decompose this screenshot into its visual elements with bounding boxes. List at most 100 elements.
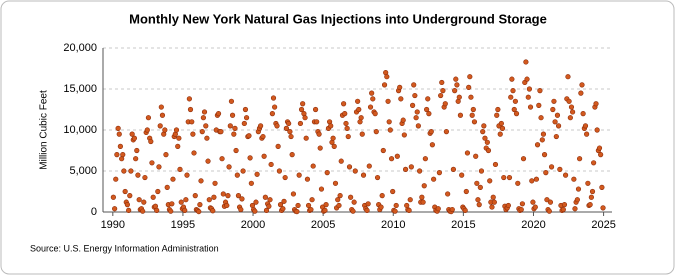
data-point <box>510 88 516 94</box>
data-point <box>474 180 480 186</box>
data-point <box>242 106 249 113</box>
data-point <box>336 202 342 209</box>
data-point <box>513 110 520 117</box>
data-point <box>415 123 421 129</box>
data-point <box>186 96 192 102</box>
data-point <box>475 197 481 203</box>
x-tick-label: 2025 <box>591 219 615 231</box>
data-point <box>197 202 203 208</box>
data-point <box>142 174 148 181</box>
data-point <box>258 123 264 129</box>
data-point <box>490 194 496 200</box>
data-point <box>314 119 320 125</box>
data-point <box>169 201 175 207</box>
data-point <box>350 208 356 214</box>
data-point <box>560 206 566 213</box>
data-point <box>425 96 431 102</box>
data-point <box>211 194 217 200</box>
data-point <box>530 199 536 205</box>
data-point <box>239 196 245 202</box>
data-point <box>485 147 492 154</box>
data-point <box>518 206 524 213</box>
data-point <box>367 104 374 110</box>
data-point <box>378 204 384 210</box>
data-point <box>124 202 130 208</box>
data-point <box>280 206 286 212</box>
data-point <box>422 156 428 162</box>
y-tick-label: 15,000 <box>63 83 97 95</box>
data-point <box>499 125 506 131</box>
data-point <box>177 166 183 172</box>
data-point <box>234 172 240 178</box>
data-point <box>498 120 504 127</box>
data-point <box>235 193 242 199</box>
data-point <box>384 74 390 80</box>
data-point <box>547 199 554 205</box>
data-point <box>135 172 141 178</box>
data-point <box>467 74 473 80</box>
data-point <box>398 96 404 102</box>
data-point <box>176 135 182 141</box>
data-point <box>254 171 260 177</box>
data-point <box>370 96 376 102</box>
data-point <box>344 125 350 131</box>
data-point <box>540 131 547 137</box>
data-point <box>312 106 319 113</box>
data-point <box>454 82 460 88</box>
data-point <box>440 88 446 94</box>
data-point <box>457 112 464 118</box>
data-point <box>487 178 493 184</box>
data-point <box>520 156 527 162</box>
data-point <box>295 202 301 209</box>
data-point <box>276 168 282 174</box>
data-point <box>204 135 210 141</box>
data-point <box>269 110 275 117</box>
data-point <box>571 176 577 182</box>
data-point <box>113 176 119 182</box>
data-point <box>283 125 290 131</box>
data-point <box>478 168 485 174</box>
data-point <box>232 125 238 131</box>
data-point <box>191 150 197 156</box>
data-point <box>136 197 142 203</box>
data-point <box>523 59 529 65</box>
data-point <box>372 110 378 117</box>
data-point <box>552 119 558 125</box>
data-point <box>261 153 267 159</box>
data-point <box>436 170 442 176</box>
data-point <box>550 106 556 113</box>
data-point <box>402 166 409 172</box>
data-point <box>394 153 400 159</box>
data-point <box>156 164 162 170</box>
data-point <box>452 88 458 94</box>
data-point <box>168 208 174 214</box>
data-point <box>408 164 414 170</box>
data-point <box>229 112 236 118</box>
data-point <box>226 164 232 170</box>
data-point <box>424 106 430 113</box>
data-point <box>476 202 482 208</box>
data-point <box>450 166 457 172</box>
data-point <box>231 131 237 137</box>
data-point <box>338 158 344 164</box>
data-point <box>546 208 552 214</box>
data-point <box>241 120 247 127</box>
data-point <box>429 142 435 148</box>
data-point <box>120 152 126 158</box>
data-point <box>129 131 135 137</box>
data-point <box>443 129 449 135</box>
data-point <box>164 184 170 190</box>
data-point <box>282 174 288 181</box>
data-point <box>512 98 518 104</box>
chart-title: Monthly New York Natural Gas Injections … <box>129 11 547 26</box>
data-point <box>200 115 206 121</box>
data-point <box>519 201 525 207</box>
data-point <box>310 163 316 169</box>
data-point <box>589 188 596 195</box>
data-point <box>533 176 540 182</box>
data-point <box>397 84 403 90</box>
data-point <box>352 168 358 174</box>
data-point <box>401 132 407 138</box>
data-point <box>600 205 606 211</box>
